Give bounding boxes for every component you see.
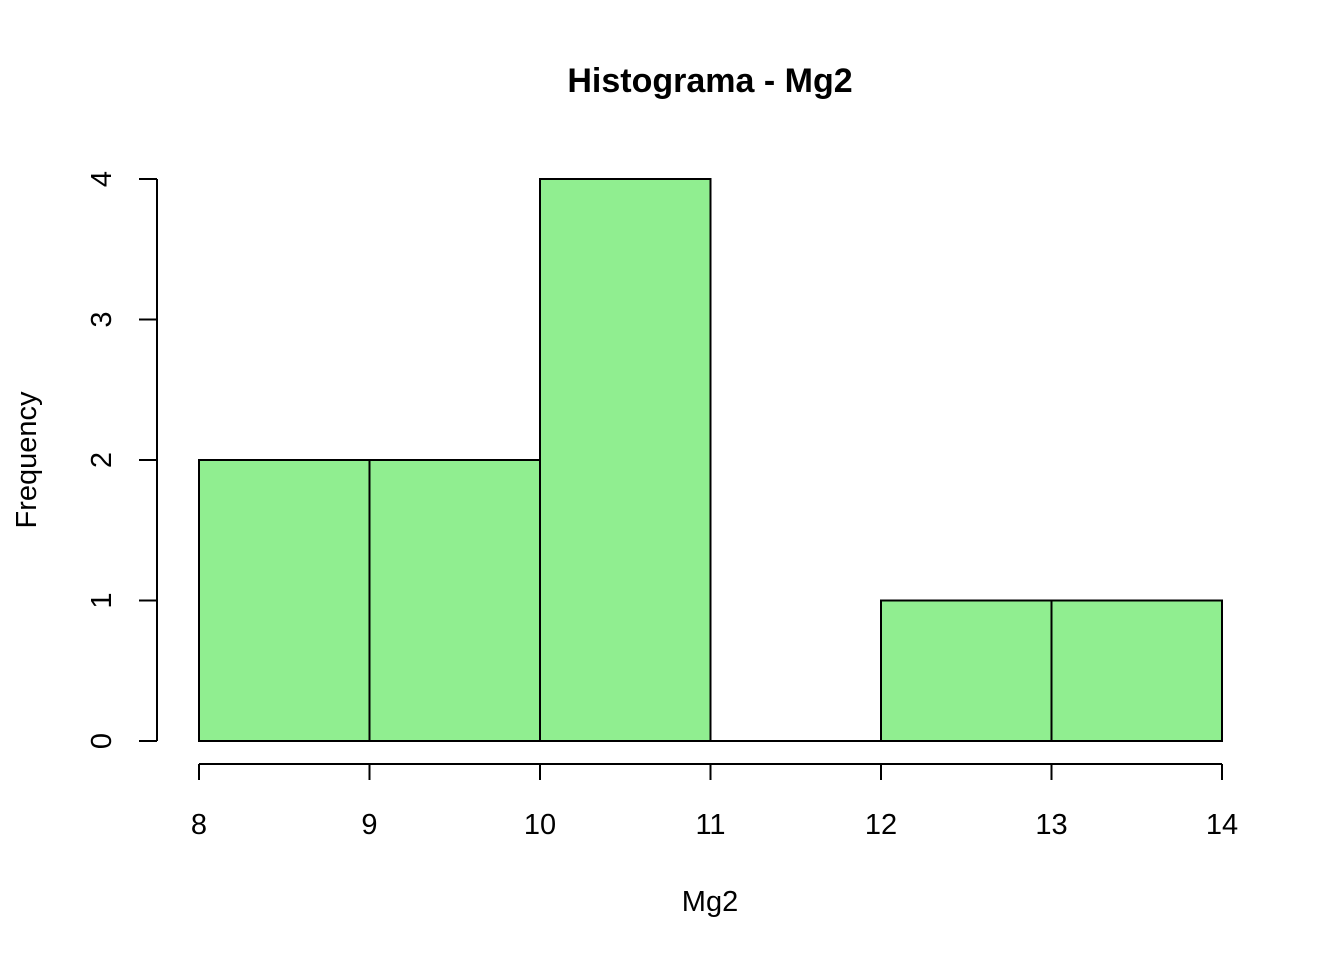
x-axis: 8 9 10 11 12 13 14 xyxy=(191,763,1238,841)
histogram-bar-5 xyxy=(1050,599,1223,742)
y-tick-label-0: 0 xyxy=(86,733,118,749)
x-axis-label: Mg2 xyxy=(682,886,738,918)
bars-group xyxy=(198,178,1223,742)
histogram-bar-0 xyxy=(198,459,371,742)
x-tick-label-1: 9 xyxy=(361,809,377,841)
y-tick-label-2: 2 xyxy=(86,452,118,468)
x-tick-label-0: 8 xyxy=(191,809,207,841)
y-tick-label-1: 1 xyxy=(86,592,118,608)
histogram-bar-2 xyxy=(539,178,712,742)
y-tick-label-3: 3 xyxy=(86,311,118,327)
x-tick-label-4: 12 xyxy=(865,809,897,841)
y-axis: 0 1 2 3 4 xyxy=(86,171,158,749)
x-tick-label-6: 14 xyxy=(1206,809,1238,841)
x-tick-label-2: 10 xyxy=(524,809,556,841)
x-tick-label-3: 11 xyxy=(695,809,725,841)
histogram-bar-4 xyxy=(880,599,1053,742)
y-tick-label-4: 4 xyxy=(86,171,118,187)
y-axis-label: Frequency xyxy=(11,391,43,529)
histogram-bar-1 xyxy=(368,459,541,742)
chart-title: Histograma - Mg2 xyxy=(567,62,852,100)
x-tick-label-5: 13 xyxy=(1035,809,1067,841)
